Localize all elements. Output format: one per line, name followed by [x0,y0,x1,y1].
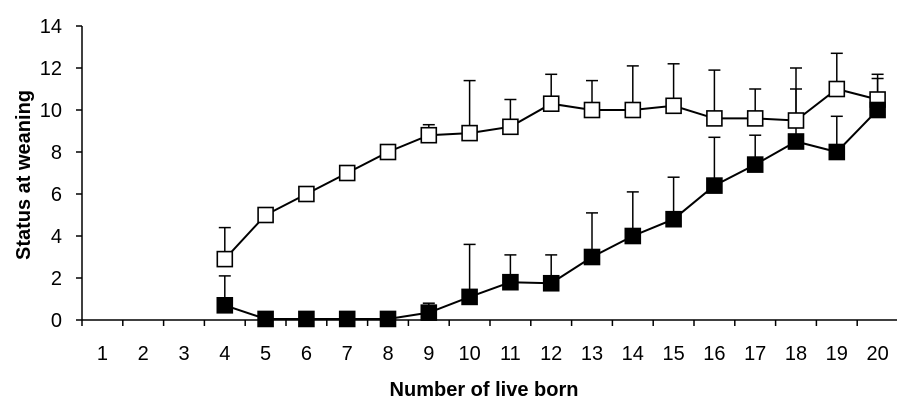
data-point-open [583,101,601,119]
data-point-open [624,101,642,119]
y-tick-label: 14 [40,16,62,38]
data-point-open [379,143,397,161]
data-point-open [216,250,234,268]
x-tick-label: 18 [785,343,807,365]
data-point-filled [257,310,274,328]
data-point-filled [420,304,438,321]
data-point-filled [502,273,519,291]
x-tick-label: 11 [500,343,521,365]
x-tick-label: 9 [423,343,434,365]
x-tick-label: 12 [540,343,562,365]
x-tick-label: 7 [342,343,353,365]
x-tick-label: 17 [744,343,766,365]
x-tick-label: 13 [581,343,603,365]
x-tick-label: 8 [382,343,393,365]
x-axis-title: Number of live born [390,379,579,399]
data-point-filled [787,133,805,150]
data-point-filled [379,310,397,328]
data-point-open [298,185,315,203]
data-point-filled [461,288,478,306]
data-point-open [461,124,478,142]
y-tick-label: 0 [51,310,62,332]
data-point-open [542,95,560,112]
y-tick-label: 8 [51,142,62,164]
data-point-filled [706,177,723,194]
x-tick-label: 1 [97,343,108,365]
data-point-open [420,126,438,144]
data-point-open [257,206,274,224]
x-tick-label: 2 [138,343,149,365]
data-point-filled [583,248,601,266]
data-point-open [828,80,846,98]
data-point-filled [298,310,315,328]
data-point-filled [624,227,642,245]
x-tick-label: 4 [219,343,230,365]
y-tick-label: 6 [51,184,62,206]
data-point-filled [542,274,560,292]
y-tick-label: 2 [51,268,62,290]
data-point-open [665,97,682,115]
data-point-filled [665,210,682,228]
data-point-filled [746,156,764,173]
y-tick-label: 4 [51,226,62,248]
data-point-open [502,118,519,136]
x-tick-label: 10 [458,343,480,365]
x-tick-label: 16 [703,343,725,365]
data-point-filled [216,296,234,314]
series-line-open [224,87,878,260]
y-tick-label: 10 [40,100,62,122]
x-tick-label: 14 [622,343,644,365]
data-point-filled [338,310,356,328]
data-point-open [787,112,805,129]
x-tick-label: 3 [178,343,189,365]
series-markers [216,80,886,328]
y-tick-label: 12 [40,58,62,80]
error-bars [218,52,884,313]
axes [76,25,897,326]
data-point-open [706,110,723,127]
x-tick-label: 20 [866,343,888,365]
data-point-filled [828,143,846,161]
x-tick-label: 19 [826,343,848,365]
y-axis-title: Status at weaning [13,90,35,260]
data-point-open [746,110,764,127]
x-tick-label: 15 [662,343,684,365]
data-point-open [338,164,356,182]
x-tick-label: 5 [260,343,271,365]
data-point-filled [869,101,886,119]
x-tick-label: 6 [301,343,312,365]
